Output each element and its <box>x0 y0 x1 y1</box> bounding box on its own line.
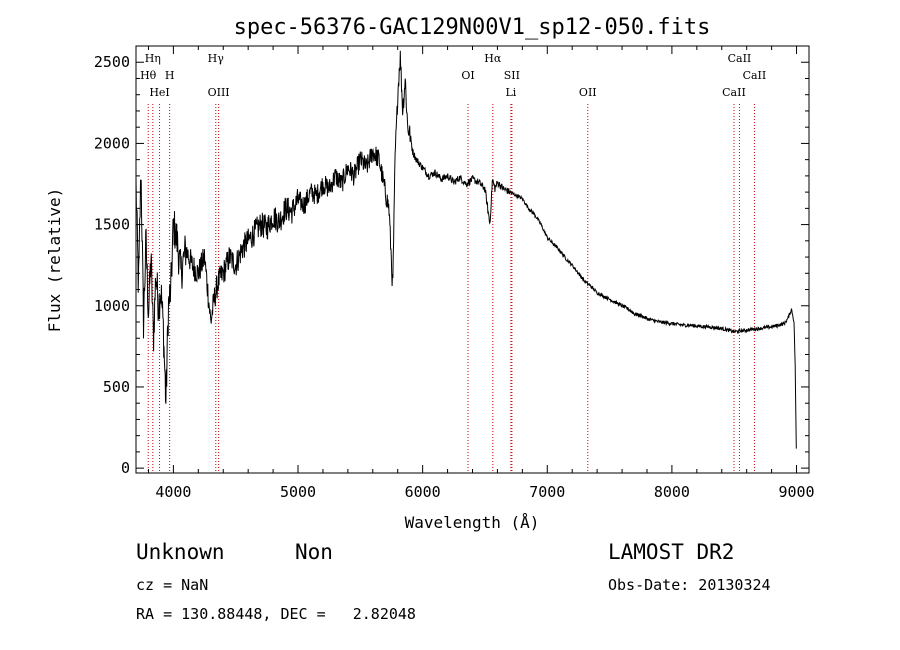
spectral-line-label: OI <box>461 69 474 82</box>
spectral-line-label: CaII <box>743 69 767 82</box>
obs-date: Obs-Date: 20130324 <box>608 576 771 594</box>
y-tick-label: 1000 <box>94 297 130 315</box>
y-tick-label: 1500 <box>94 216 130 234</box>
object-subclass: Non <box>295 540 333 564</box>
spectral-line-label: SII <box>504 69 520 82</box>
spectral-line-label: Hα <box>484 52 502 65</box>
x-tick-label: 9000 <box>778 483 814 501</box>
spectral-line-label: CaII <box>728 52 752 65</box>
spectral-line-label: OII <box>579 86 597 99</box>
object-class: Unknown <box>136 540 225 564</box>
x-tick-label: 8000 <box>654 483 690 501</box>
coordinates: RA = 130.88448, DEC = 2.82048 <box>136 605 416 623</box>
spectrum-series-line <box>135 50 797 449</box>
spectral-line-label: HeI <box>149 86 169 99</box>
spectral-line-label: Li <box>505 86 516 99</box>
axis-ticks: 4000 5000 6000 7000 8000 9000 0 500 1000 1500 2000… <box>94 46 815 501</box>
y-axis-label: Flux (relative) <box>45 188 64 333</box>
spectral-line-markers: Hη Hθ H HeI Hγ OIII Hα OI SII Li OII CaII CaII CaII <box>140 52 766 473</box>
spectrum-chart: spec-56376-GAC129N00V1_sp12-050.fits HηH… <box>45 15 815 532</box>
y-tick-label: 500 <box>103 378 130 396</box>
spectral-line-label: CaII <box>722 86 746 99</box>
y-tick-label: 2500 <box>94 53 130 71</box>
chart-title: spec-56376-GAC129N00V1_sp12-050.fits <box>234 15 711 40</box>
y-tick-label: 0 <box>121 459 130 477</box>
spectral-line-label: Hγ <box>208 52 225 65</box>
redshift-value: cz = NaN <box>136 576 209 594</box>
x-axis-label: Wavelength (Å) <box>405 513 540 532</box>
y-tick-label: 2000 <box>94 134 130 152</box>
spectral-line-label: H <box>165 69 175 82</box>
spectral-line-label: Hθ <box>140 69 157 82</box>
x-tick-label: 4000 <box>155 483 191 501</box>
survey-name: LAMOST DR2 <box>608 540 735 564</box>
x-tick-label: 7000 <box>529 483 565 501</box>
spectral-line-label: OIII <box>208 86 230 99</box>
x-tick-label: 5000 <box>280 483 316 501</box>
x-tick-label: 6000 <box>405 483 441 501</box>
spectral-line-label: Hη <box>145 52 161 65</box>
